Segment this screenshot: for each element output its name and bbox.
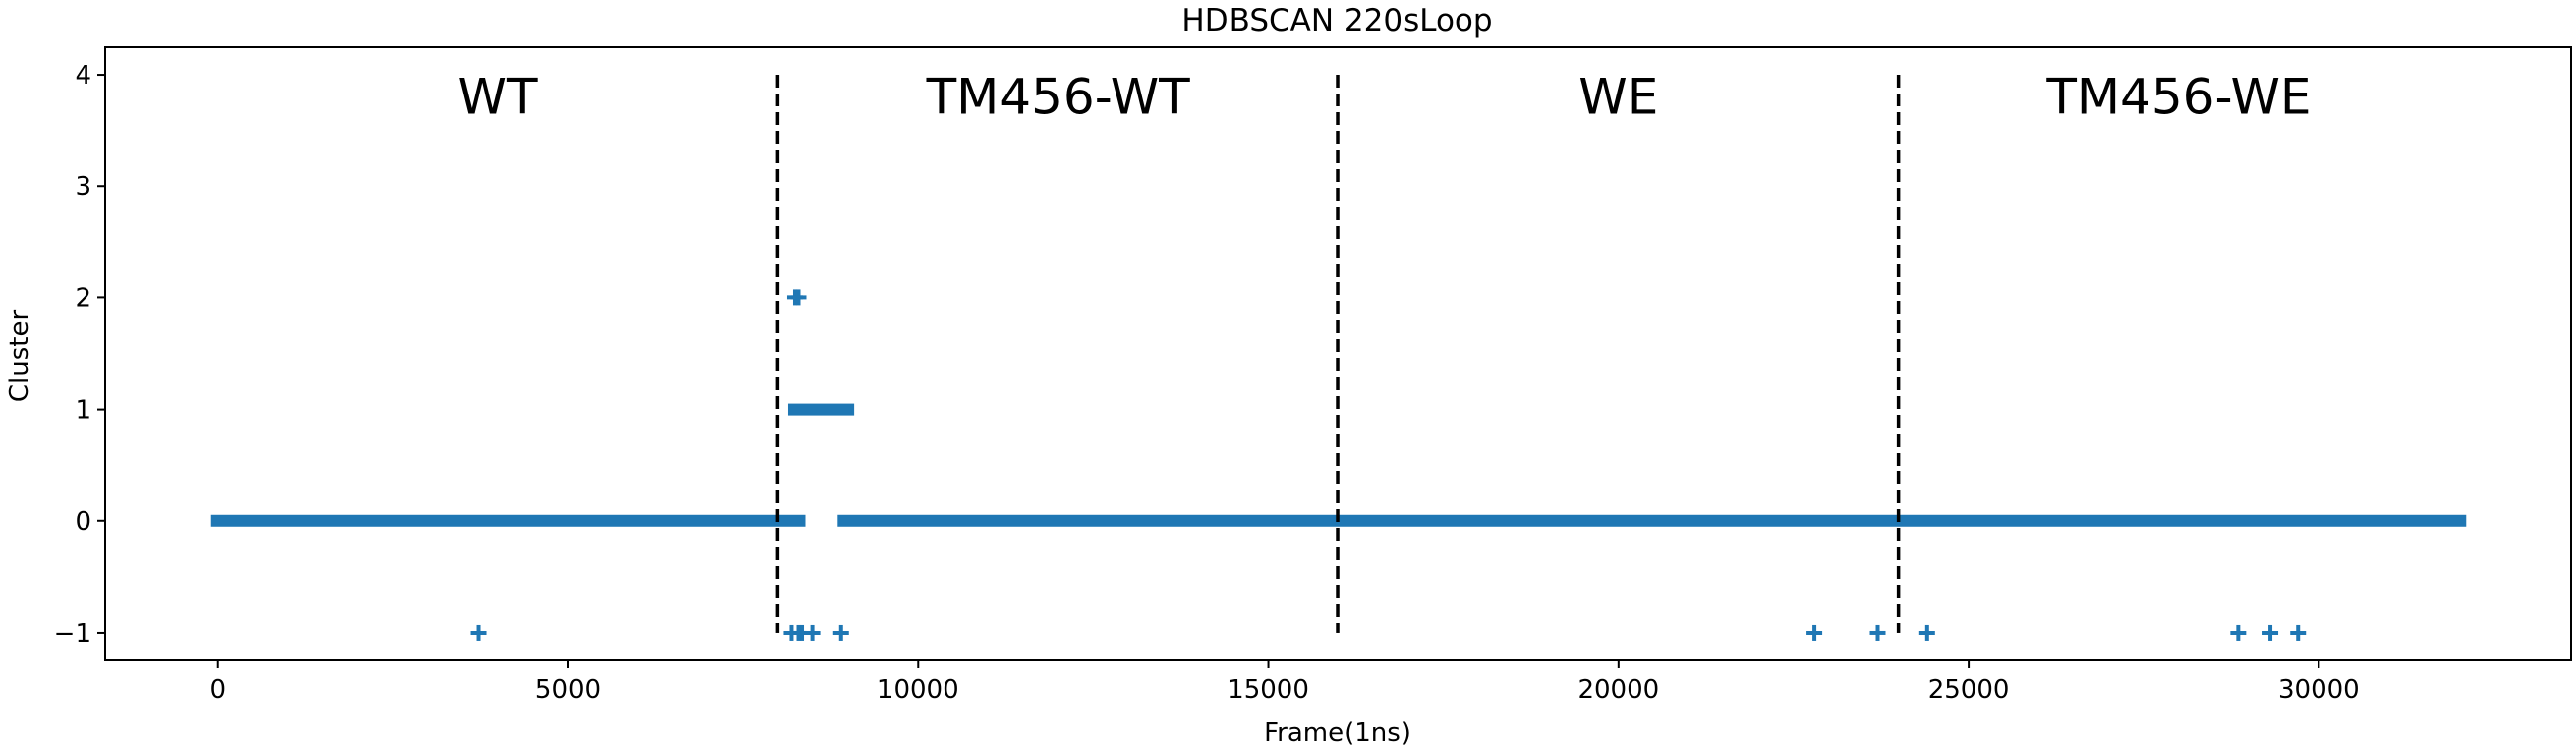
y-tick-label: 1 bbox=[75, 396, 91, 426]
x-tick-label: 15000 bbox=[1227, 675, 1309, 705]
x-tick-label: 30000 bbox=[2278, 675, 2360, 705]
data-point bbox=[790, 289, 807, 306]
x-tick-label: 20000 bbox=[1577, 675, 1659, 705]
data-points bbox=[210, 289, 2467, 641]
y-axis-ticks: −1 0 1 2 3 4 bbox=[54, 61, 105, 649]
x-tick-label: 0 bbox=[209, 675, 226, 705]
y-tick-label: −1 bbox=[54, 619, 91, 649]
region-label: TM456-WE bbox=[2045, 68, 2311, 125]
region-label: TM456-WT bbox=[926, 68, 1191, 125]
x-tick-label: 5000 bbox=[535, 675, 601, 705]
region-label: WE bbox=[1578, 68, 1658, 125]
dense-point-run bbox=[787, 403, 855, 416]
region-annotations: WT TM456-WT WE TM456-WE bbox=[458, 68, 2312, 125]
data-point bbox=[1918, 624, 1935, 641]
region-dividers bbox=[775, 75, 1901, 633]
plot-frame bbox=[104, 46, 2572, 661]
y-tick-label: 4 bbox=[75, 61, 91, 91]
data-point bbox=[470, 624, 487, 641]
data-point bbox=[2230, 624, 2247, 641]
region-label: WT bbox=[458, 68, 538, 125]
data-point bbox=[1869, 624, 1886, 641]
x-tick-label: 25000 bbox=[1928, 675, 2010, 705]
y-tick-label: 3 bbox=[75, 172, 91, 202]
chart-title: HDBSCAN 220sLoop bbox=[1181, 3, 1492, 39]
dense-point-run bbox=[837, 514, 2467, 527]
data-point bbox=[2290, 624, 2307, 641]
x-axis-label: Frame(1ns) bbox=[1264, 718, 1411, 748]
y-axis-label: Cluster bbox=[5, 310, 35, 403]
x-axis-ticks: 0 5000 10000 15000 20000 25000 30000 bbox=[209, 660, 2360, 705]
data-point bbox=[1806, 624, 1823, 641]
data-point bbox=[2262, 624, 2279, 641]
data-point bbox=[832, 624, 849, 641]
x-tick-label: 10000 bbox=[877, 675, 959, 705]
dense-point-run bbox=[210, 514, 806, 527]
data-point bbox=[804, 624, 821, 641]
y-tick-label: 2 bbox=[75, 283, 91, 313]
y-tick-label: 0 bbox=[75, 507, 91, 537]
